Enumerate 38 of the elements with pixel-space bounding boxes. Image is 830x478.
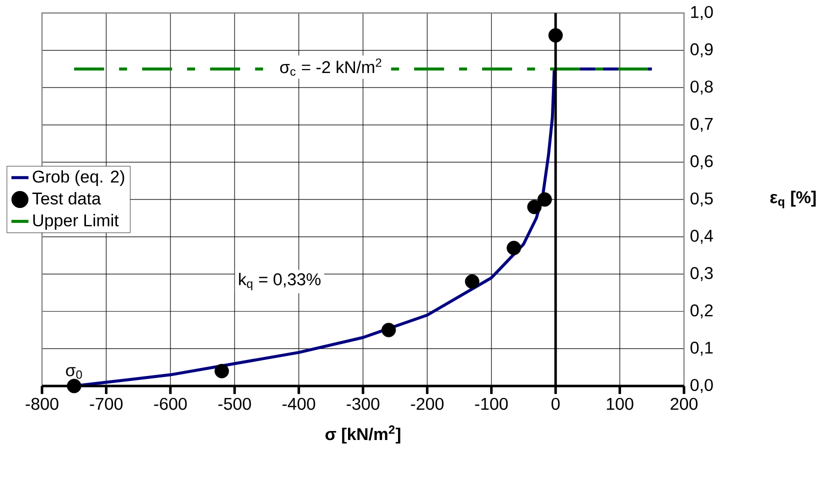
y-tick-label: 0,7 [690,118,713,132]
point [381,322,396,338]
x-tick-label: -700 [90,398,123,410]
y-tick-label: 0,6 [690,155,713,170]
x-tick-label: -300 [346,398,380,410]
text: σ [kN/m$^{2}$] [325,425,400,444]
y-tick-label: 1,0 [691,6,713,20]
legend-label: Test data [32,192,101,205]
y-tick-label: 0,0 [690,378,713,394]
y-tick-label: 0,9 [690,43,713,58]
point [537,192,552,207]
point [464,274,480,289]
y-tick-label: 0,2 [690,304,713,318]
point [66,378,82,394]
y-tick-label: 0,4 [690,230,713,244]
x-tick-label: -200 [410,398,444,410]
legend-label: Upper Limit [33,214,119,230]
y-tick-label: 0,5 [690,192,713,207]
point [548,28,563,43]
annotation: σ$_{c}$ = -2 kN/m$^{2}$ [280,58,382,76]
point [506,240,522,256]
text: ε$_{q}$ [%] [770,190,816,208]
y-tick-label: 0,1 [690,342,713,356]
x-tick-label: -100 [475,398,508,410]
x-tick-label: 200 [670,398,698,410]
x-tick-label: -500 [218,398,251,410]
y-tick-label: 0,3 [690,267,713,282]
annotation: k$_{q}$ = 0,33% [239,272,321,290]
x-tick-label: -600 [154,398,187,410]
point [214,364,229,378]
x-tick-label: -400 [282,398,316,410]
x-tick-label: 0 [552,398,560,410]
point [527,200,542,214]
x-tick-label: -800 [26,398,58,410]
y-tick-label: 0,8 [690,80,713,95]
x-tick-label: 100 [606,398,634,410]
legend-label: Grob (eq. 2) [32,170,124,186]
annotation: σ$_{0}$ [66,367,82,379]
